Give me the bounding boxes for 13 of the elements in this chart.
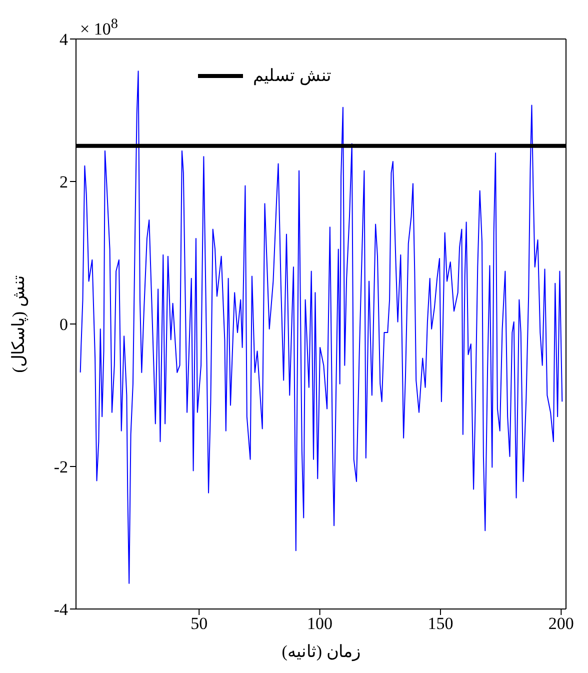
y-tick-label: -4	[54, 600, 68, 620]
legend-label: تنش تسلیم	[253, 65, 332, 86]
text: × 10$^{8}$	[80, 16, 118, 40]
x-tick-label: 200	[548, 614, 574, 634]
x-tick-label: 100	[307, 614, 333, 634]
y-tick-label: 4	[60, 30, 68, 50]
y-tick-label: 2	[60, 172, 68, 192]
x-tick-label: 50	[190, 614, 208, 634]
y-tick-label: 0	[60, 315, 68, 334]
y-axis-title: تنش (پاسکال)	[9, 275, 30, 373]
x-tick-label: 150	[428, 614, 454, 634]
y-tick-label: -2	[54, 458, 68, 477]
x-axis-title: زمان (ثانیه)	[282, 642, 360, 662]
